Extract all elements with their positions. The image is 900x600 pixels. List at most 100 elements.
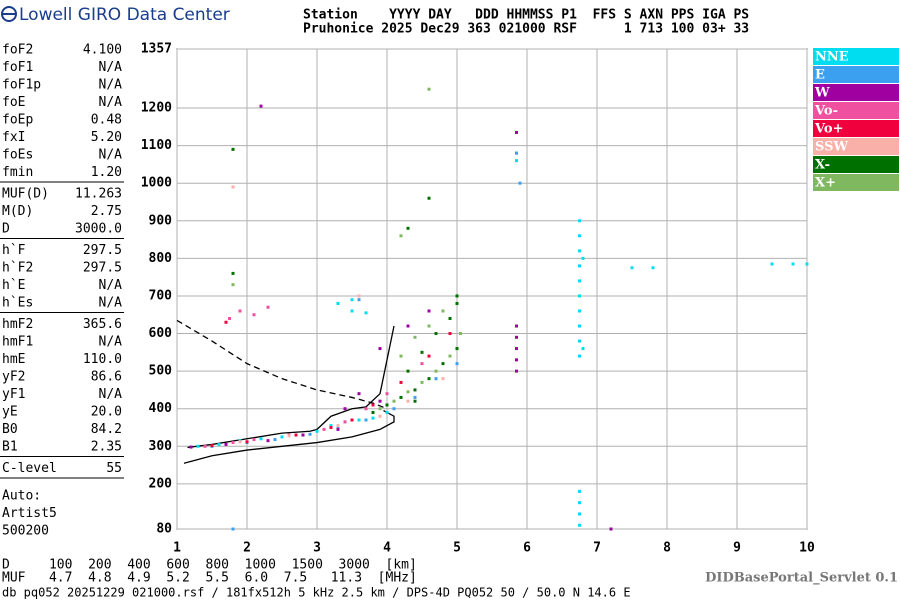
echo-point [378,399,382,403]
legend-label: Vo- [814,104,838,119]
echo-point [336,427,340,431]
echo-point [231,271,235,275]
param-value: 4.100 [83,43,122,58]
echo-point [259,437,263,441]
echo-point [427,354,431,358]
y-tick-label: 1100 [141,138,172,153]
plot-frame [176,48,808,530]
echo-point [406,369,410,373]
y-tick-label: 1000 [141,176,172,191]
echo-point [350,418,354,422]
param-value: N/A [99,78,123,93]
echo-point [203,444,207,448]
param-value: N/A [99,148,123,163]
param-label: C-level [2,461,57,476]
legend-swatch [813,138,899,155]
param-value: 86.6 [91,370,122,385]
param-label: foF1p [2,78,41,93]
echo-point [378,347,382,351]
echo-point [399,380,403,384]
echo-point [420,380,424,384]
param-value: 110.0 [83,352,122,367]
profile-curve [176,319,388,410]
param-value: 2.35 [91,440,122,455]
echo-point [357,418,361,422]
echo-point [336,426,340,430]
auto-line: Artist5 [2,506,57,521]
param-label: h`Es [2,296,33,311]
param-label: h`F [2,243,26,258]
param-value: N/A [99,278,123,293]
param-label: D [2,222,10,237]
echo-point [228,317,231,321]
y-tick-label: 800 [149,251,173,266]
y-tick-label: 1357 [141,42,172,57]
echo-point [301,433,305,437]
echo-point [406,399,410,403]
y-tick-label: 200 [149,476,173,491]
param-label: foE [2,95,25,110]
echo-point [266,439,270,443]
echo-point [578,264,581,268]
echo-point [515,324,518,328]
x-tick-label: 4 [383,541,391,556]
echo-point [578,294,581,298]
echo-point [515,151,518,155]
echo-point [350,309,354,313]
echo-point [427,87,431,91]
param-value: N/A [99,60,123,75]
echo-point [385,410,389,414]
echo-point [448,332,452,336]
y-tick-label: 80 [156,522,172,537]
legend-label: SSW [815,140,848,155]
echo-point [441,377,445,381]
echo-point [210,444,214,448]
param-label: hmF2 [2,317,33,332]
param-label: B0 [2,422,18,437]
echo-point [259,104,263,108]
echo-point [371,416,375,420]
param-value: 84.2 [91,422,122,437]
legend-swatch [813,174,899,191]
param-value: N/A [99,387,123,402]
legend-swatch [813,66,899,83]
param-label: foF2 [2,43,33,58]
echo-point [238,440,242,444]
logo-icon [1,6,17,22]
echo-point [427,309,431,313]
y-tick-label: 1200 [141,101,172,116]
echo-point [392,407,396,411]
echo-point [459,332,462,336]
echo-point [399,395,403,399]
echo-point [455,347,459,351]
echo-point [343,420,347,424]
echo-point [231,147,235,151]
echo-point [217,442,221,446]
param-label: yE [2,405,18,420]
echo-point [189,445,193,449]
param-label: B1 [2,440,18,455]
x-tick-label: 8 [663,541,671,556]
echo-point [455,301,459,305]
echo-point [578,489,581,493]
x-tick-label: 5 [453,541,461,556]
param-value: 1.20 [91,165,122,180]
echo-point [308,432,312,436]
echo-point [252,438,256,442]
echo-point [805,262,809,266]
legend-swatch [813,102,899,119]
x-tick-label: 3 [313,541,321,556]
footer-info: db pq052 20251229 021000.rsf / 181fx512h… [2,586,631,600]
echo-point [231,527,235,531]
param-label: foEp [2,113,33,128]
echo-point [371,403,375,407]
legend-label: NNE [815,50,849,65]
echo-point [196,444,200,448]
echo-point [434,377,438,381]
echo-point [791,262,795,266]
param-label: yF2 [2,370,25,385]
param-value: 3000.0 [75,222,122,237]
echo-point [427,324,431,328]
